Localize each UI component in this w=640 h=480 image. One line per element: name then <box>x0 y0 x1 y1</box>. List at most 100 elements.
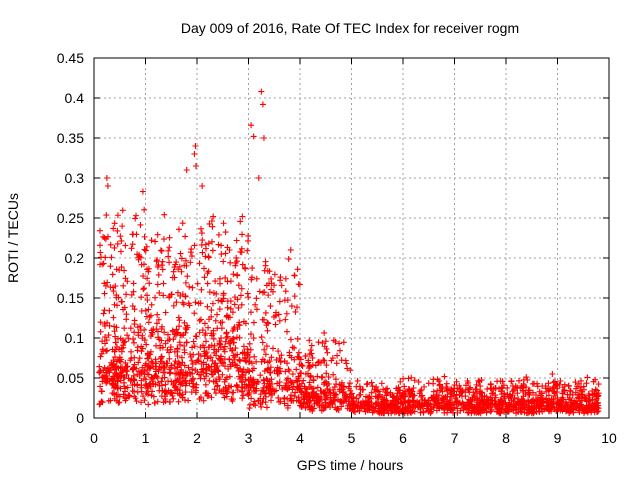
data-point <box>577 384 584 391</box>
data-point <box>198 286 205 293</box>
data-point <box>208 394 215 401</box>
data-point <box>218 335 225 342</box>
data-point <box>306 384 313 391</box>
data-point <box>416 390 423 397</box>
data-point <box>128 348 135 355</box>
data-point <box>302 352 309 359</box>
data-point <box>184 273 191 280</box>
data-point <box>223 330 230 337</box>
data-point <box>363 381 370 388</box>
data-point <box>176 263 183 270</box>
data-point <box>110 314 117 321</box>
data-point <box>199 249 206 256</box>
data-point <box>534 395 541 402</box>
data-point <box>104 347 111 354</box>
data-point <box>262 309 269 316</box>
data-point <box>317 387 324 394</box>
data-point <box>554 385 561 392</box>
data-point <box>101 234 108 241</box>
data-point <box>459 388 466 395</box>
data-point <box>438 404 445 411</box>
x-axis-label: GPS time / hours <box>297 457 404 473</box>
data-point <box>178 255 185 262</box>
data-point <box>474 395 481 402</box>
data-point <box>282 316 289 323</box>
data-point <box>217 344 224 351</box>
data-point <box>153 258 160 265</box>
data-point <box>216 338 223 345</box>
data-point <box>113 266 120 273</box>
data-point <box>102 254 109 261</box>
data-point <box>572 389 579 396</box>
data-point <box>398 399 405 406</box>
data-point <box>268 376 275 383</box>
data-point <box>165 378 172 385</box>
data-point <box>227 259 234 266</box>
data-point <box>138 343 145 350</box>
data-point <box>212 390 219 397</box>
data-point <box>223 390 230 397</box>
data-point <box>235 282 242 289</box>
data-point <box>202 381 209 388</box>
data-point <box>434 387 441 394</box>
data-point <box>322 338 329 345</box>
data-point <box>101 290 108 297</box>
data-point <box>362 398 369 405</box>
data-point <box>150 393 157 400</box>
data-point <box>208 313 215 320</box>
data-point <box>295 281 302 288</box>
data-point <box>275 311 282 318</box>
data-point <box>525 389 532 396</box>
data-point <box>247 309 254 316</box>
data-point <box>314 373 321 380</box>
data-point <box>576 409 583 416</box>
data-point <box>327 399 334 406</box>
data-point <box>329 355 336 362</box>
data-point <box>261 346 268 353</box>
data-point <box>542 405 549 412</box>
data-point <box>110 284 117 291</box>
data-point <box>588 407 595 414</box>
data-point <box>583 380 590 387</box>
data-point <box>118 356 125 363</box>
data-point <box>186 283 193 290</box>
data-point <box>149 329 156 336</box>
data-point <box>145 401 152 408</box>
data-point <box>160 280 167 287</box>
data-point <box>336 388 343 395</box>
data-point <box>170 268 177 275</box>
data-point <box>181 349 188 356</box>
data-point <box>447 402 454 409</box>
data-point <box>156 289 163 296</box>
data-point <box>391 409 398 416</box>
data-point <box>285 256 292 263</box>
data-point <box>417 409 424 416</box>
data-point <box>131 306 138 313</box>
data-point <box>482 404 489 411</box>
data-point <box>155 334 162 341</box>
data-point <box>267 386 274 393</box>
data-point <box>196 329 203 336</box>
data-point <box>371 386 378 393</box>
data-point <box>261 267 268 274</box>
data-point <box>567 388 574 395</box>
data-point <box>552 392 559 399</box>
data-point <box>282 288 289 295</box>
data-point <box>195 358 202 365</box>
data-point <box>98 398 105 405</box>
data-point <box>144 367 151 374</box>
data-point <box>182 389 189 396</box>
data-point <box>301 383 308 390</box>
data-point <box>111 301 118 308</box>
data-point <box>460 405 467 412</box>
data-point <box>204 352 211 359</box>
data-point <box>418 393 425 400</box>
data-point <box>176 317 183 324</box>
data-point <box>314 384 321 391</box>
data-point <box>261 316 268 323</box>
data-point <box>154 257 161 264</box>
data-point <box>276 370 283 377</box>
data-point <box>257 372 264 379</box>
data-point <box>549 371 556 377</box>
data-point <box>523 384 530 391</box>
